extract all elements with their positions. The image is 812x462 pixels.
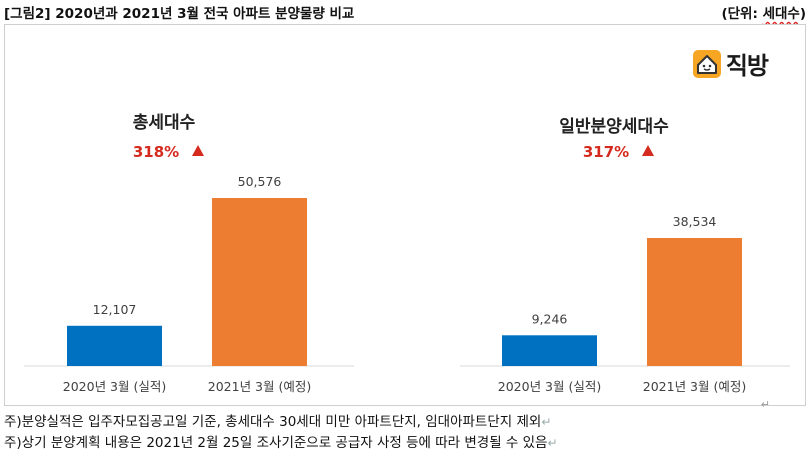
change-label: 317%	[583, 143, 629, 161]
unit-prefix: (단위:	[721, 6, 763, 22]
data-label: 38,534	[673, 214, 717, 229]
footnote-2: 주)상기 분양계획 내용은 2021년 2월 25일 조사기준으로 공급자 사정…	[4, 433, 808, 454]
zigbang-logo: 직방	[692, 46, 769, 81]
paragraph-mark-icon: ↵	[547, 436, 558, 450]
footnote-2-text: 주)상기 분양계획 내용은 2021년 2월 25일 조사기준으로 공급자 사정…	[4, 435, 548, 451]
bar	[212, 198, 307, 366]
bar-charts: 총세대수 318% 12,107 2020년 3월 (실적) 50,576 2021년 3…	[24, 113, 790, 394]
bar	[502, 335, 597, 366]
category-label: 2020년 3월 (실적)	[63, 379, 166, 394]
chart-title: 총세대수	[133, 113, 196, 133]
paragraph-mark-icon: ↵	[760, 398, 770, 411]
unit-label: (단위: 세대수)	[721, 2, 806, 22]
footnotes: 주)분양실적은 입주자모집공고일 기준, 총세대수 30세대 미만 아파트단지,…	[4, 412, 808, 454]
up-arrow-icon	[642, 145, 654, 156]
footnote-1-text: 주)분양실적은 입주자모집공고일 기준, 총세대수 30세대 미만 아파트단지,…	[4, 414, 542, 430]
data-label: 50,576	[238, 174, 282, 189]
logo-text: 직방	[725, 52, 769, 80]
category-label: 2020년 3월 (실적)	[498, 379, 601, 394]
category-label: 2021년 3월 (예정)	[643, 379, 746, 394]
data-label: 12,107	[93, 302, 137, 317]
figure-title: [그림2] 2020년과 2021년 3월 전국 아파트 분양물량 비교	[4, 6, 355, 22]
data-label: 9,246	[532, 311, 568, 326]
unit-suffix: )	[799, 6, 806, 22]
house-icon	[692, 49, 721, 78]
figure-header: [그림2] 2020년과 2021년 3월 전국 아파트 분양물량 비교 (단위…	[4, 2, 808, 22]
bar	[67, 325, 162, 366]
chart-title: 일반분양세대수	[559, 117, 669, 137]
paragraph-mark-icon: ↵	[541, 415, 552, 429]
bar	[647, 238, 742, 366]
up-arrow-icon	[192, 145, 204, 156]
category-label: 2021년 3월 (예정)	[208, 379, 311, 394]
unit-value: 세대수	[762, 6, 800, 22]
footnote-1: 주)분양실적은 입주자모집공고일 기준, 총세대수 30세대 미만 아파트단지,…	[4, 412, 808, 433]
change-label: 318%	[133, 143, 179, 161]
